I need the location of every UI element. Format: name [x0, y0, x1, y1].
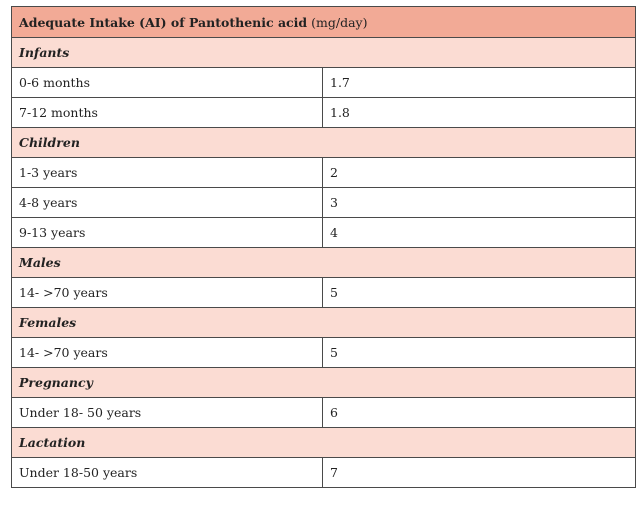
table-title-unit: (mg/day) — [311, 14, 368, 30]
age-cell: Under 18- 50 years — [11, 397, 323, 428]
table-row: 14- >70 years 5 — [11, 337, 637, 368]
section-label: Pregnancy — [10, 367, 637, 398]
value-cell: 6 — [321, 397, 637, 428]
table-title-row: Adequate Intake (AI) of Pantothenic acid… — [10, 6, 637, 38]
value-cell: 1.8 — [321, 97, 637, 128]
age-cell: Under 18-50 years — [11, 457, 323, 488]
table-row: 4-8 years 3 — [11, 187, 637, 218]
table-row: 9-13 years 4 — [11, 217, 637, 248]
age-cell: 14- >70 years — [11, 337, 323, 368]
section-row-pregnancy: Pregnancy — [10, 367, 637, 398]
section-row-females: Females — [10, 307, 637, 338]
section-row-infants: Infants — [10, 37, 637, 68]
value-cell: 5 — [321, 337, 637, 368]
pantothenic-acid-ai-table: Adequate Intake (AI) of Pantothenic acid… — [10, 6, 637, 488]
section-row-lactation: Lactation — [10, 427, 637, 458]
table-row: Under 18- 50 years 6 — [11, 397, 637, 428]
section-row-children: Children — [10, 127, 637, 158]
section-label: Males — [10, 247, 637, 278]
value-cell: 4 — [321, 217, 637, 248]
table-row: 1-3 years 2 — [11, 157, 637, 188]
section-label: Infants — [10, 37, 637, 68]
value-cell: 1.7 — [321, 67, 637, 98]
section-label: Children — [10, 127, 637, 158]
age-cell: 7-12 months — [11, 97, 323, 128]
table-row: 0-6 months 1.7 — [11, 67, 637, 98]
table-title-bold: Adequate Intake (AI) of Pantothenic acid — [19, 14, 308, 30]
age-cell: 0-6 months — [11, 67, 323, 98]
section-label: Lactation — [10, 427, 637, 458]
table-row: 14- >70 years 5 — [11, 277, 637, 308]
table-row: Under 18-50 years 7 — [11, 457, 637, 488]
age-cell: 1-3 years — [11, 157, 323, 188]
section-label: Females — [10, 307, 637, 338]
section-row-males: Males — [10, 247, 637, 278]
table-title: Adequate Intake (AI) of Pantothenic acid… — [10, 6, 637, 38]
table-row: 7-12 months 1.8 — [11, 97, 637, 128]
value-cell: 7 — [321, 457, 637, 488]
age-cell: 14- >70 years — [11, 277, 323, 308]
value-cell: 3 — [321, 187, 637, 218]
value-cell: 5 — [321, 277, 637, 308]
age-cell: 4-8 years — [11, 187, 323, 218]
age-cell: 9-13 years — [11, 217, 323, 248]
value-cell: 2 — [321, 157, 637, 188]
